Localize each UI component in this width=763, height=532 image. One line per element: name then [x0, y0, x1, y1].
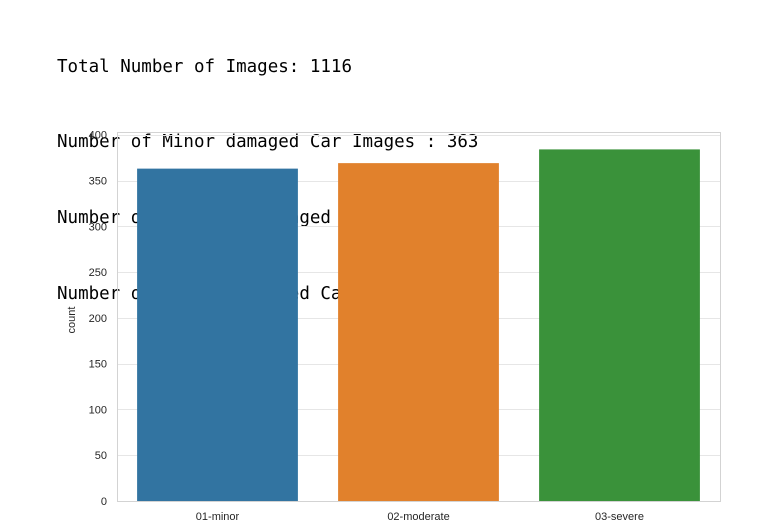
y-tick-label: 350 — [89, 176, 107, 188]
y-tick-label: 200 — [89, 313, 107, 325]
y-tick-label: 400 — [89, 130, 107, 142]
y-tick-labels: 0 50 100 150 200 250 300 350 400 — [89, 130, 107, 508]
bar-01-minor — [137, 168, 298, 501]
x-tick-label: 03-severe — [595, 511, 644, 523]
y-axis-label: count — [66, 307, 78, 334]
y-tick-label: 250 — [89, 267, 107, 279]
output-line-total: Total Number of Images: 1116 — [57, 56, 353, 77]
y-tick-label: 0 — [101, 496, 107, 508]
y-tick-label: 50 — [95, 450, 107, 462]
x-tick-labels: 01-minor 02-moderate 03-severe — [196, 511, 644, 523]
x-tick-label: 02-moderate — [387, 511, 449, 523]
y-tick-label: 300 — [89, 221, 107, 233]
y-tick-label: 100 — [89, 404, 107, 416]
plot-area-frame — [117, 132, 721, 502]
bars — [137, 149, 700, 501]
bar-03-severe — [539, 149, 700, 501]
output-line-minor: Number of Minor damaged Car Images : 363 — [57, 132, 479, 153]
x-tick-label: 01-minor — [196, 511, 240, 523]
y-tick-label: 150 — [89, 359, 107, 371]
bar-02-moderate — [338, 163, 499, 501]
